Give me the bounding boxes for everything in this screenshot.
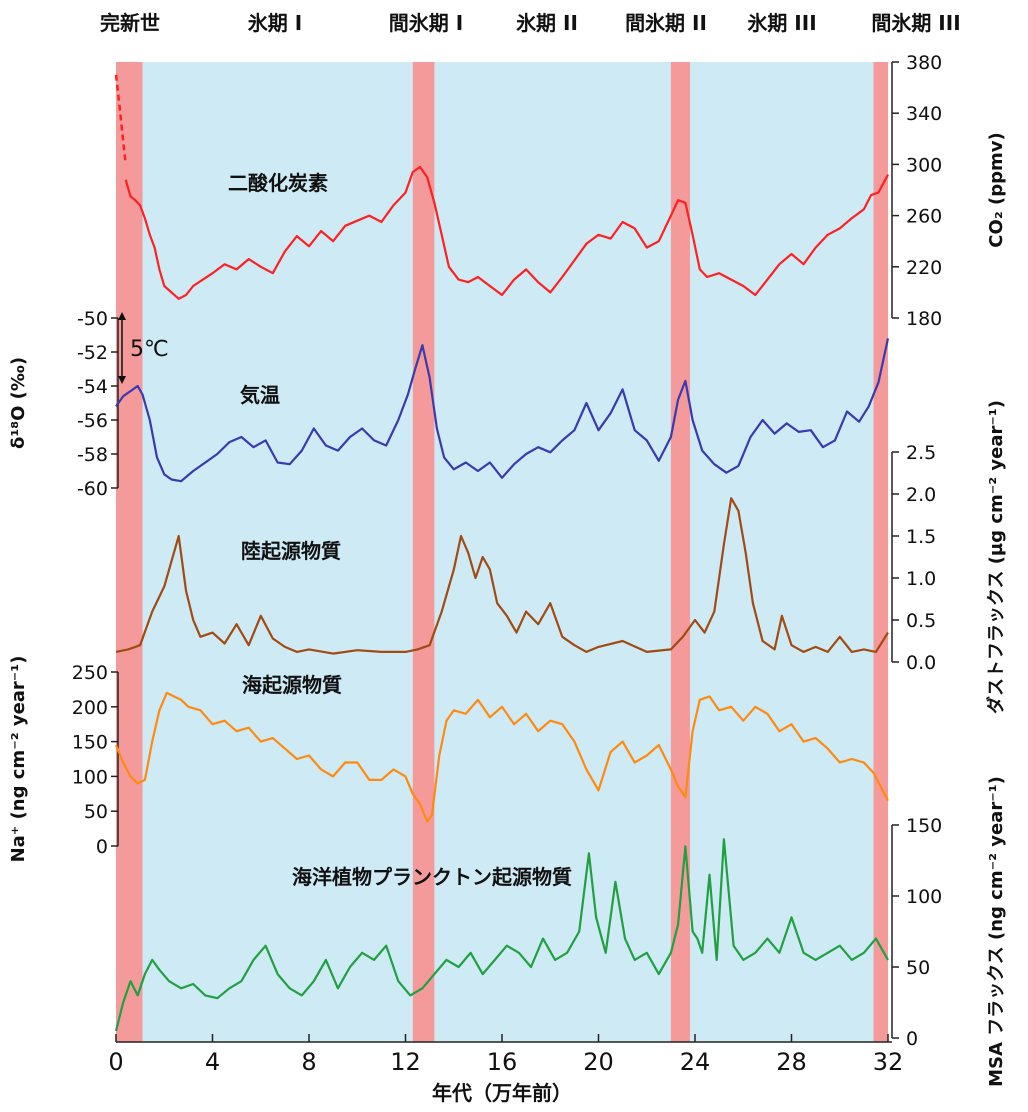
y-tick-label: 220	[906, 257, 942, 279]
y-tick-label: 100	[72, 766, 108, 788]
y-tick-label: 340	[906, 103, 942, 125]
y-tick-label: 150	[906, 815, 942, 837]
y-tick-label: 250	[72, 662, 108, 684]
series-label: 海起源物質	[242, 673, 342, 697]
scale-arrow-head-down	[118, 376, 126, 384]
y-tick-label: 50	[84, 801, 108, 823]
y-axis-title: MSA フラックス (ng cm⁻² year⁻¹)	[986, 776, 1007, 1087]
temperature-scale-annotation: 5℃	[130, 337, 169, 362]
series-line	[115, 497, 889, 655]
y-tick-label: -54	[77, 376, 108, 398]
period-band-5	[690, 62, 874, 1042]
x-tick-label: 32	[873, 1048, 904, 1076]
period-label: 完新世	[100, 11, 160, 35]
y-tick-label: 100	[906, 886, 942, 908]
y-axis-title: Na⁺ (ng cm⁻² year⁻¹)	[8, 656, 29, 863]
period-label: 氷期 II	[516, 11, 578, 35]
x-tick-label: 20	[583, 1048, 614, 1076]
y-tick-label: 0.0	[906, 652, 936, 674]
y-tick-label: -50	[77, 308, 108, 330]
y-tick-label: 50	[906, 957, 930, 979]
x-tick-label: 28	[776, 1048, 807, 1076]
y-axis-title: CO₂ (ppmv)	[986, 132, 1007, 247]
period-band-0	[116, 62, 143, 1042]
series-label: 海洋植物プランクトン起源物質	[292, 865, 572, 889]
x-tick-label: 16	[487, 1048, 518, 1076]
y-tick-label: 2.5	[906, 442, 936, 464]
series-line	[124, 165, 889, 300]
y-tick-label: 1.0	[906, 568, 936, 590]
y-tick-label: -52	[77, 342, 108, 364]
y-tick-label: -60	[77, 478, 108, 500]
series-line	[115, 338, 890, 483]
y-tick-label: -58	[77, 444, 108, 466]
y-tick-label: 180	[906, 308, 942, 330]
y-axis-title: δ¹⁸O (‰)	[8, 357, 29, 449]
y-tick-label: 2.0	[906, 484, 936, 506]
period-band-6	[873, 62, 888, 1042]
series-label: 気温	[240, 383, 280, 407]
period-band-3	[434, 62, 671, 1042]
y-tick-label: 260	[906, 206, 942, 228]
y-tick-label: 0.5	[906, 610, 936, 632]
y-tick-label: 200	[72, 697, 108, 719]
x-axis-title: 年代（万年前）	[432, 1081, 572, 1105]
scale-arrow-head-up	[118, 312, 126, 320]
series-label: 陸起源物質	[241, 539, 341, 563]
y-tick-label: 0	[96, 836, 108, 858]
x-tick-label: 4	[205, 1048, 220, 1076]
x-tick-label: 8	[301, 1048, 316, 1076]
period-label: 間氷期 II	[625, 11, 707, 35]
series-line	[114, 838, 889, 1032]
period-band-2	[412, 62, 435, 1042]
period-label: 間氷期 III	[871, 11, 960, 35]
x-tick-label: 0	[108, 1048, 123, 1076]
period-label: 氷期 I	[248, 11, 302, 35]
y-tick-label: 150	[72, 732, 108, 754]
x-tick-label: 12	[390, 1048, 421, 1076]
y-axis-title: ダストフラックス (µg cm⁻² year⁻¹)	[985, 400, 1007, 714]
period-band-1	[142, 62, 413, 1042]
y-tick-label: 1.5	[906, 526, 936, 548]
period-label: 氷期 III	[747, 11, 816, 35]
y-tick-label: 300	[906, 154, 942, 176]
y-tick-label: 0	[906, 1028, 918, 1050]
series-label: 二酸化炭素	[228, 171, 328, 195]
x-tick-label: 24	[680, 1048, 711, 1076]
series-line	[114, 691, 889, 823]
y-tick-label: -56	[77, 410, 108, 432]
y-tick-label: 380	[906, 52, 942, 74]
period-label: 間氷期 I	[389, 11, 463, 35]
